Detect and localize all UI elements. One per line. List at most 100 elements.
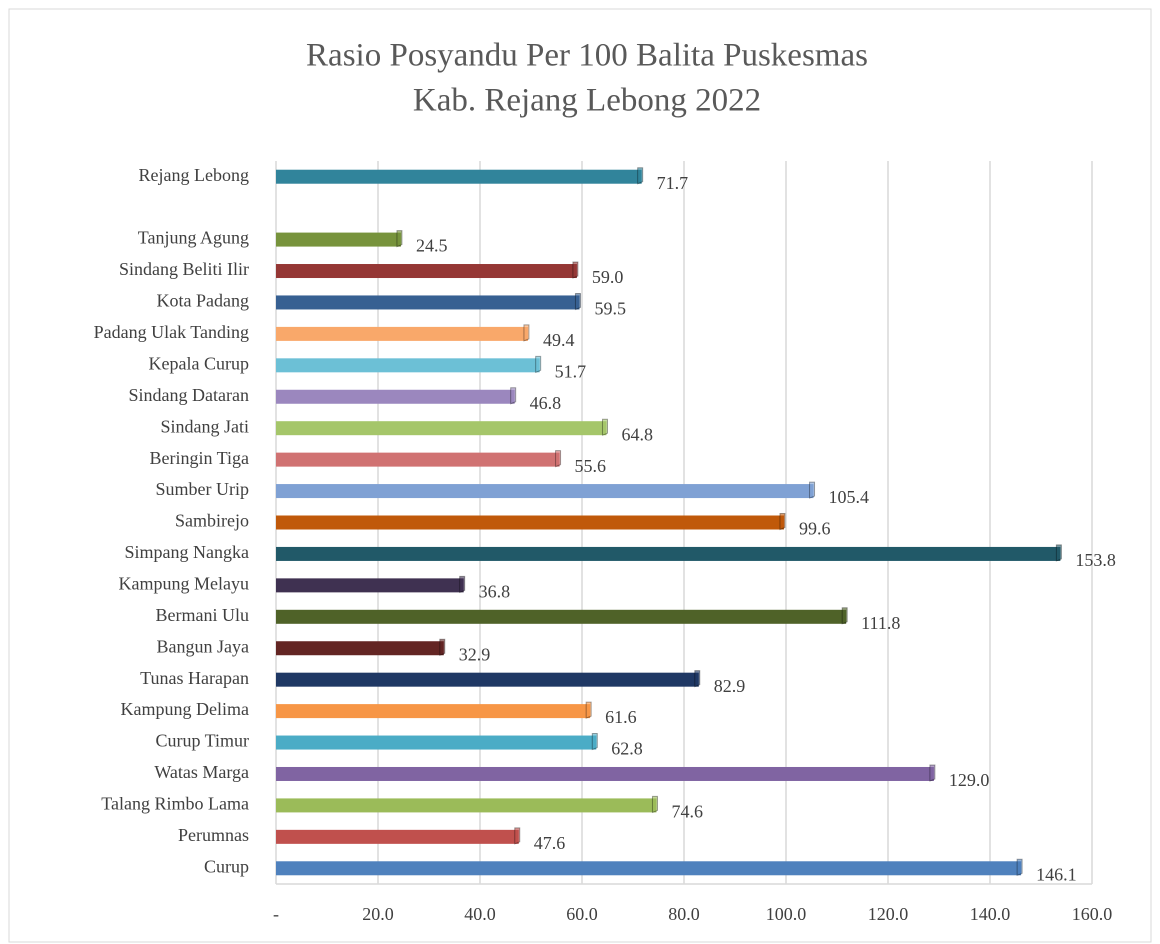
value-label: 61.6: [605, 707, 637, 727]
bar-cap: [459, 575, 466, 594]
bar: [276, 861, 1022, 876]
bar: [276, 264, 577, 279]
y-tick-label: Simpang Nangka: [125, 542, 249, 562]
bar: [276, 358, 540, 373]
value-label: 64.8: [621, 424, 653, 444]
bar-cap: [1016, 858, 1023, 877]
x-tick-label: 100.0: [766, 904, 807, 924]
value-label: 59.0: [592, 267, 624, 287]
y-tick-label: Kampung Delima: [121, 699, 249, 719]
bar: [276, 578, 464, 593]
y-tick-label: Sindang Dataran: [129, 385, 249, 405]
bar-cap: [1055, 544, 1062, 562]
value-label: 51.7: [555, 361, 587, 381]
value-label: 46.8: [530, 393, 562, 413]
bar-cap: [572, 261, 579, 279]
bar-cap: [523, 324, 530, 342]
bar-cap: [585, 701, 592, 719]
value-label: 82.9: [714, 676, 746, 696]
x-tick-label: 80.0: [668, 904, 700, 924]
bar: [276, 452, 560, 467]
bar: [276, 326, 528, 341]
bar-cap: [514, 827, 521, 845]
value-label: 99.6: [799, 519, 831, 539]
bar-cap: [510, 387, 517, 405]
x-tick-label: 20.0: [362, 904, 394, 924]
value-label: 129.0: [949, 770, 990, 790]
x-tick-label: 60.0: [566, 904, 598, 924]
bar: [276, 829, 519, 844]
y-tick-label: Tanjung Agung: [138, 228, 249, 248]
value-label: 32.9: [459, 644, 491, 664]
y-tick-label: Kota Padang: [157, 291, 249, 311]
value-label: 111.8: [861, 613, 900, 633]
bar: [276, 735, 597, 750]
bar: [276, 389, 515, 404]
bar: [276, 169, 642, 184]
y-tick-label: Sumber Urip: [156, 479, 250, 499]
y-tick-label: Sindang Beliti Ilir: [119, 259, 249, 279]
x-tick-label: 160.0: [1072, 904, 1113, 924]
value-label: 59.5: [594, 299, 626, 319]
bar-cap: [637, 167, 644, 185]
bar: [276, 704, 591, 719]
value-label: 105.4: [829, 487, 870, 507]
chart-border: [8, 8, 1152, 943]
y-tick-label: Beringin Tiga: [149, 448, 249, 468]
value-label: 36.8: [479, 581, 511, 601]
y-tick-label: Sindang Jati: [161, 416, 250, 436]
y-tick-label: Sambirejo: [175, 511, 249, 531]
bar-cap: [694, 670, 701, 688]
bar: [276, 798, 657, 813]
value-label: 49.4: [543, 330, 575, 350]
bar: [276, 484, 814, 499]
y-tick-label: Kepala Curup: [149, 353, 249, 373]
y-tick-label: Tunas Harapan: [140, 668, 249, 688]
bar: [276, 232, 401, 247]
y-tick-label: Padang Ulak Tanding: [94, 322, 249, 342]
value-label: 153.8: [1075, 550, 1116, 570]
chart-title: Kab. Rejang Lebong 2022: [413, 83, 761, 119]
bar-cap: [591, 733, 598, 751]
value-label: 24.5: [416, 236, 448, 256]
x-tick-label: 140.0: [970, 904, 1011, 924]
x-tick-label: -: [273, 904, 279, 924]
y-tick-label: Curup: [204, 856, 249, 876]
x-tick-label: 120.0: [868, 904, 909, 924]
value-label: 55.6: [575, 456, 607, 476]
value-label: 71.7: [657, 173, 689, 193]
bar-cap: [929, 764, 936, 782]
bar-cap: [601, 418, 608, 436]
bar-cap: [439, 638, 446, 656]
bar: [276, 421, 607, 436]
y-tick-label: Bangun Jaya: [157, 636, 249, 656]
y-tick-label: Talang Rimbo Lama: [101, 794, 249, 814]
value-label: 146.1: [1036, 864, 1077, 884]
bar-cap: [841, 607, 848, 625]
bar: [276, 609, 847, 624]
bar-cap: [555, 450, 562, 468]
y-tick-label: Perumnas: [178, 825, 249, 845]
bar: [276, 295, 580, 310]
value-label: 62.8: [611, 739, 643, 759]
bar: [276, 672, 699, 687]
y-tick-label: Kampung Melayu: [119, 573, 249, 593]
y-tick-label: Rejang Lebong: [139, 165, 249, 185]
value-label: 74.6: [671, 802, 703, 822]
y-tick-label: Watas Marga: [154, 762, 249, 782]
value-label: 47.6: [534, 833, 566, 853]
chart-title: Rasio Posyandu Per 100 Balita Puskesmas: [306, 38, 868, 74]
bar-cap: [396, 230, 403, 248]
bar-cap: [574, 292, 581, 311]
bar-cap: [535, 355, 542, 374]
bar-cap: [779, 513, 786, 531]
x-tick-label: 40.0: [464, 904, 496, 924]
y-tick-label: Curup Timur: [155, 731, 249, 751]
bar: [276, 515, 784, 530]
y-tick-label: Bermani Ulu: [156, 605, 249, 625]
bar-cap: [651, 795, 658, 814]
bar: [276, 641, 444, 656]
bar: [276, 546, 1061, 561]
